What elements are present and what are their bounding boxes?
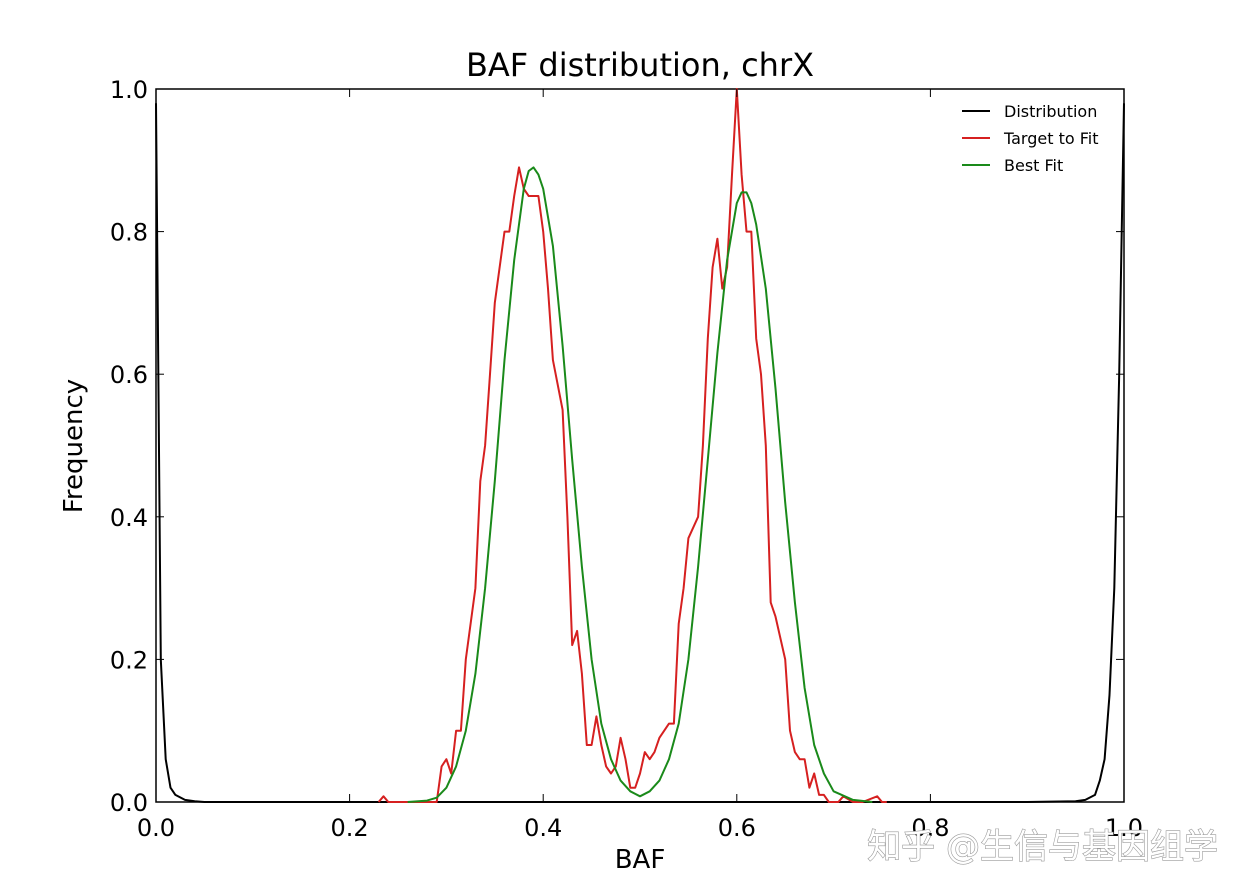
x-tick-label: 1.0: [1105, 814, 1143, 842]
y-tick-label: 0.2: [110, 646, 148, 674]
y-tick-label: 0.8: [110, 219, 148, 247]
y-axis-label: Frequency: [59, 379, 89, 513]
plot-area: [155, 88, 1125, 803]
chart-title: BAF distribution, chrX: [466, 46, 814, 84]
series-line-best-fit: [407, 166, 873, 803]
y-tick-label: 0.6: [110, 361, 148, 389]
y-tick-label: 0.4: [110, 504, 148, 532]
x-tick-label: 0.8: [911, 814, 949, 842]
ticks-group: 0.0 0.2 0.4 0.6 0.8 1.0 0.0 0.2 0.4 0.6 0.8 1.0: [110, 76, 1143, 842]
x-tick-label: 0.4: [524, 814, 562, 842]
x-tick-label: 0.2: [331, 814, 369, 842]
x-axis-label: BAF: [615, 845, 666, 875]
y-tick-label: 0.0: [110, 789, 148, 817]
y-tick-label: 1.0: [110, 76, 148, 104]
legend-label: Distribution: [1004, 102, 1097, 121]
series-line-target-to-fit: [377, 88, 887, 803]
legend-label: Target to Fit: [1003, 129, 1099, 148]
series-line-distribution: [155, 103, 1125, 803]
legend-label: Best Fit: [1004, 156, 1063, 175]
series-group: [155, 88, 1125, 803]
watermark-text: 知乎 @生信与基因组学: [867, 827, 1218, 867]
x-tick-label: 0.6: [718, 814, 756, 842]
legend: Distribution Target to Fit Best Fit: [962, 102, 1099, 175]
x-tick-label: 0.0: [137, 814, 175, 842]
